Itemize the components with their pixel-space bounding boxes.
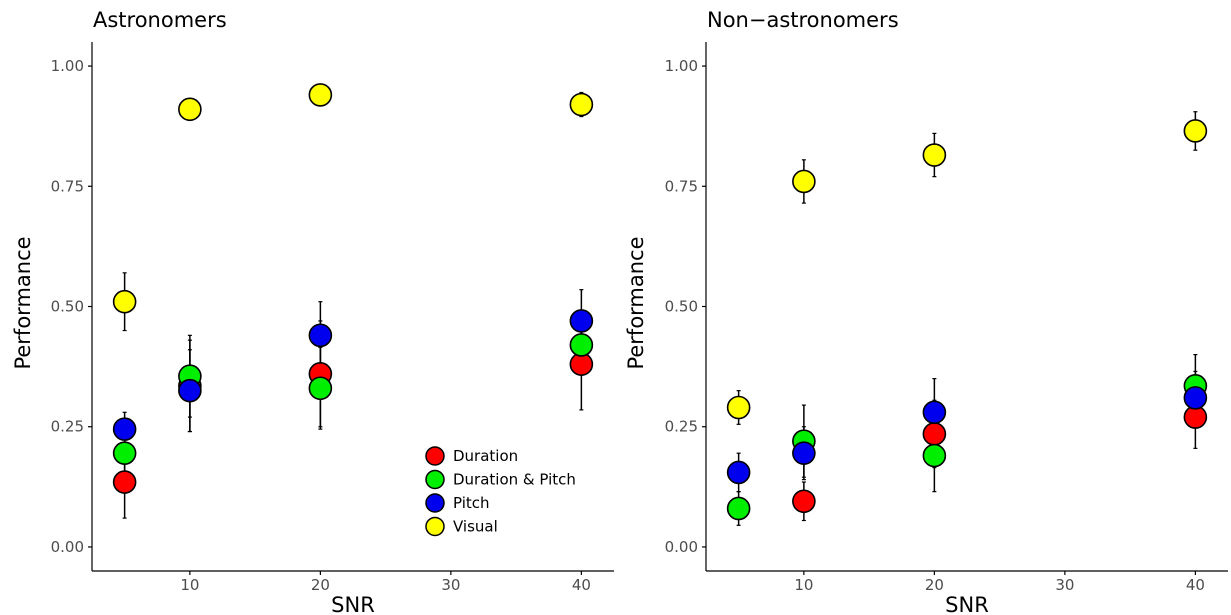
point-pitch [569,309,594,333]
legend-label: Duration [453,447,518,465]
y-tick-label: 1.00 [51,57,84,75]
y-tick-label: 0.00 [665,538,698,556]
x-tick-label: 30 [441,576,460,594]
point-duration-pitch [569,333,594,357]
point-pitch [178,378,202,403]
legend-label: Visual [453,518,498,536]
point-duration-pitch [112,441,137,465]
panel-non-astronomers: Non−astronomers 0.00 0.25 0.50 0.75 1.00 10 20 3… [624,8,1228,615]
x-tick-label: 20 [311,576,330,594]
point-duration-pitch [922,443,947,468]
point-visual [726,395,751,420]
point-pitch [1183,386,1208,410]
chart-title: Non−astronomers [707,8,899,32]
legend-label: Pitch [453,494,490,512]
legend-marker-pitch [425,493,445,513]
y-tick-label: 0.75 [665,177,698,195]
y-tick-label: 0.50 [51,298,84,316]
x-tick-label: 40 [572,576,591,594]
point-duration [792,489,816,514]
x-axis-label: SNR [331,593,375,615]
chart-title: Astronomers [93,8,227,32]
y-tick-label: 0.25 [665,418,698,436]
point-pitch [308,323,333,348]
y-tick-label: 0.50 [665,298,698,316]
x-tick-label: 40 [1186,576,1205,594]
y-tick-label: 0.25 [51,418,84,436]
point-duration [112,470,137,494]
point-visual [308,83,333,107]
point-pitch [726,460,751,485]
x-axis-label: SNR [945,593,989,615]
y-axis-label: Performance [624,236,648,369]
point-pitch [792,441,816,465]
point-pitch [112,417,137,441]
legend-label: Duration & Pitch [453,471,576,489]
point-duration-pitch [726,496,751,521]
point-visual [178,97,202,122]
y-tick-label: 0.00 [51,538,84,556]
point-visual [569,92,594,117]
legend-marker-duration [425,446,445,466]
panel-astronomers: Astronomers 0.00 0.25 0.50 0.75 1.00 10 20 30 40 S… [11,8,614,615]
point-visual [112,289,137,314]
legend-marker-visual [425,516,445,537]
legend: Duration Duration & Pitch Pitch Visual [425,446,576,537]
x-tick-label: 10 [794,576,813,594]
point-duration-pitch [308,376,333,401]
y-axis-label: Performance [11,236,35,369]
x-tick-label: 20 [925,576,944,594]
point-visual [1183,119,1208,143]
x-tick-label: 10 [180,576,199,594]
y-tick-label: 0.75 [51,177,84,195]
point-visual [922,143,947,167]
point-visual [792,169,816,194]
point-pitch [922,400,947,425]
y-tick-label: 1.00 [665,57,698,75]
point-duration [922,422,947,446]
x-tick-label: 30 [1055,576,1074,594]
legend-marker-duration-pitch [425,469,445,490]
